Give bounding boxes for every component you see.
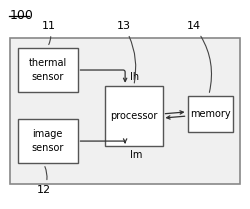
Text: 100: 100 [10,9,34,22]
Bar [10,38,240,184]
Text: image
sensor: image sensor [31,129,64,153]
Text: Im: Im [130,150,142,161]
Bar [18,119,78,163]
Text: processor: processor [110,111,158,121]
Text: Ih: Ih [130,71,139,82]
Bar [105,86,162,146]
Text: 13: 13 [117,21,136,83]
Text: 11: 11 [42,21,56,45]
Text: 12: 12 [37,167,51,195]
Text: 14: 14 [187,21,212,92]
Text: thermal
sensor: thermal sensor [28,58,66,82]
Text: memory: memory [190,109,230,119]
Bar [18,48,78,92]
Bar [188,96,232,132]
